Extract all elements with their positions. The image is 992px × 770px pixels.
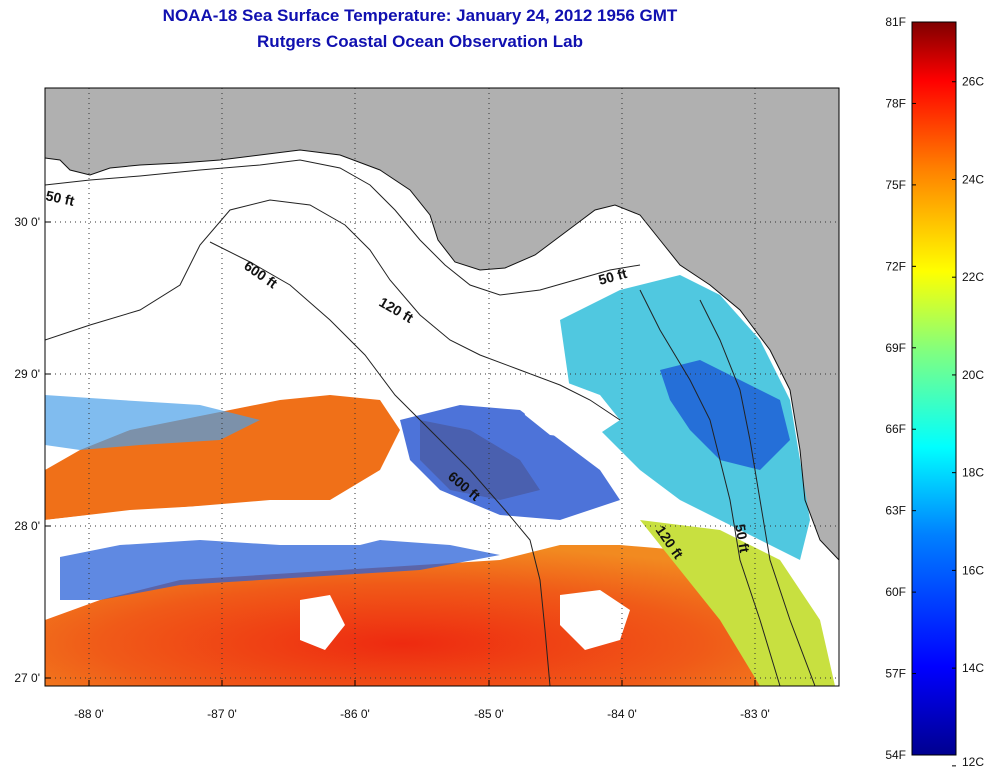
colorbar-f-label: 60F — [885, 585, 906, 599]
colorbar-f-label: 66F — [885, 422, 906, 436]
colorbar-f-label: 63F — [885, 504, 906, 518]
colorbar-c-label: 26C — [962, 75, 984, 89]
colorbar-f-label: 81F — [885, 15, 906, 29]
colorbar — [911, 21, 957, 756]
lon-tick-label: -83 0' — [740, 707, 770, 721]
colorbar-c-label: 16C — [962, 563, 984, 577]
depth-label: 50 ft — [44, 187, 76, 209]
colorbar-f-label: 54F — [885, 748, 906, 762]
lat-tick-label: 28 0' — [14, 519, 40, 533]
colorbar-c-label: 14C — [962, 661, 984, 675]
land-mass — [45, 88, 839, 560]
contour-50ft-east — [699, 299, 816, 686]
depth-label: 50 ft — [732, 523, 753, 554]
colorbar-f-label: 57F — [885, 667, 906, 681]
lat-tick-label: 30 0' — [14, 215, 40, 229]
colorbar-f-label: 78F — [885, 96, 906, 110]
colorbar-f-label: 72F — [885, 259, 906, 273]
colorbar-c-label: 24C — [962, 172, 984, 186]
map-subtitle: Rutgers Coastal Ocean Observation Lab — [257, 32, 583, 51]
lon-tick-label: -86 0' — [340, 707, 370, 721]
contour-120ft-east — [639, 289, 781, 686]
cloud-mask — [45, 505, 420, 560]
colorbar-c-label: 22C — [962, 270, 984, 284]
colorbar-f-label: 75F — [885, 178, 906, 192]
colorbar-c-label: 12C — [962, 755, 984, 769]
colorbar-c-label: 20C — [962, 368, 984, 382]
colorbar-f-label: 69F — [885, 341, 906, 355]
lat-tick-label: 29 0' — [14, 367, 40, 381]
contour-50ft-north — [45, 159, 641, 296]
depth-label: 50 ft — [597, 265, 629, 288]
lat-tick-label: 27 0' — [14, 671, 40, 685]
lon-tick-label: -84 0' — [607, 707, 637, 721]
colorbar-c-label: 18C — [962, 466, 984, 480]
map-title: NOAA-18 Sea Surface Temperature: January… — [162, 6, 678, 25]
lon-tick-label: -87 0' — [207, 707, 237, 721]
contour-600ft — [209, 241, 551, 686]
lon-tick-label: -85 0' — [474, 707, 504, 721]
contour-120ft — [45, 199, 621, 421]
lon-tick-label: -88 0' — [74, 707, 104, 721]
